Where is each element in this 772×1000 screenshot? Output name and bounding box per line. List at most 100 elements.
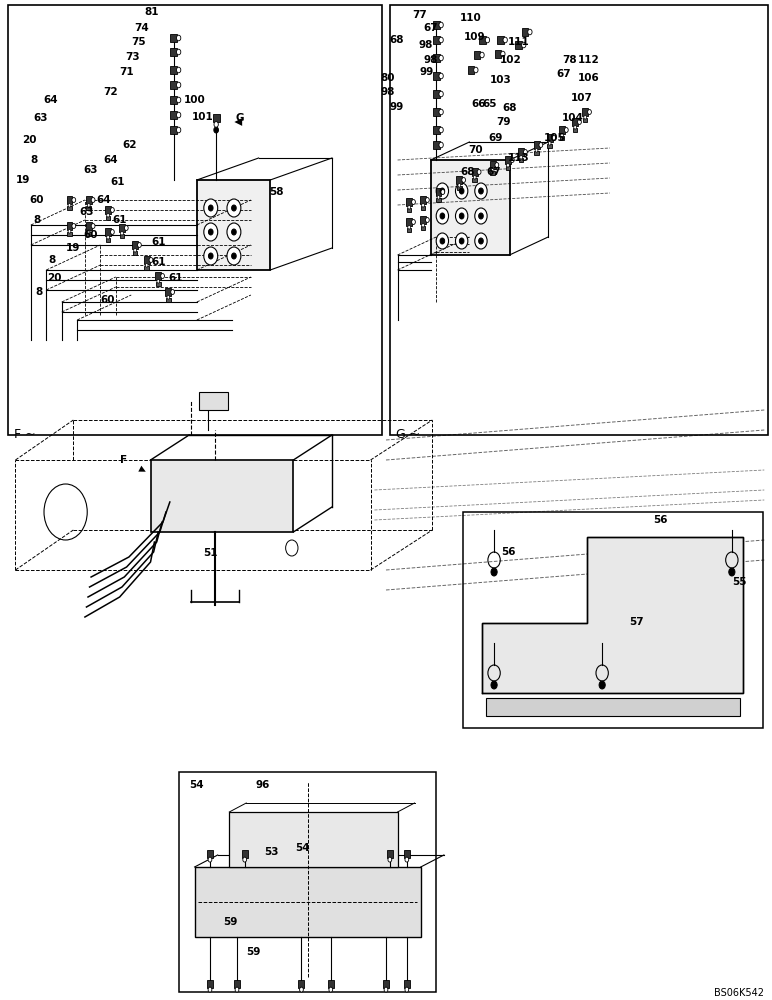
- Circle shape: [503, 37, 507, 43]
- Circle shape: [560, 133, 564, 137]
- Text: 107: 107: [571, 93, 593, 103]
- Circle shape: [506, 163, 510, 167]
- Bar: [518, 148, 524, 156]
- Circle shape: [411, 220, 415, 224]
- Circle shape: [107, 235, 110, 239]
- Text: 61: 61: [110, 177, 124, 187]
- Circle shape: [227, 247, 241, 265]
- Circle shape: [574, 125, 577, 129]
- Text: 105: 105: [543, 133, 565, 143]
- Bar: [406, 198, 412, 206]
- Circle shape: [167, 296, 170, 299]
- Circle shape: [584, 115, 587, 119]
- Circle shape: [120, 232, 124, 235]
- Circle shape: [577, 120, 581, 124]
- Circle shape: [177, 82, 181, 88]
- Bar: [106, 216, 110, 220]
- Bar: [207, 850, 213, 858]
- Circle shape: [480, 52, 484, 58]
- Circle shape: [539, 143, 543, 147]
- Bar: [144, 266, 149, 270]
- Circle shape: [439, 55, 443, 61]
- Bar: [433, 108, 439, 116]
- Circle shape: [124, 226, 128, 230]
- Text: 55: 55: [733, 577, 747, 587]
- Circle shape: [405, 857, 408, 862]
- Text: 80: 80: [381, 73, 394, 83]
- Circle shape: [107, 214, 110, 217]
- Circle shape: [149, 258, 153, 262]
- Circle shape: [459, 213, 464, 219]
- Circle shape: [87, 204, 90, 207]
- Bar: [522, 28, 528, 36]
- Circle shape: [440, 213, 445, 219]
- Bar: [404, 980, 410, 988]
- Text: 78: 78: [563, 55, 577, 65]
- Bar: [547, 144, 552, 148]
- Text: 8: 8: [49, 255, 56, 265]
- Bar: [171, 34, 177, 42]
- Circle shape: [491, 681, 497, 689]
- Circle shape: [177, 35, 181, 41]
- Bar: [516, 41, 522, 49]
- Circle shape: [522, 42, 526, 48]
- Text: 100: 100: [184, 95, 205, 105]
- Text: 65: 65: [482, 99, 496, 109]
- Text: 58: 58: [269, 187, 283, 197]
- Bar: [495, 50, 501, 58]
- Text: 54: 54: [190, 780, 204, 790]
- Circle shape: [473, 176, 476, 179]
- Text: 61: 61: [113, 215, 127, 225]
- Circle shape: [528, 29, 532, 35]
- Bar: [120, 234, 124, 238]
- Bar: [156, 282, 161, 286]
- Text: 101: 101: [191, 112, 213, 122]
- Circle shape: [455, 233, 468, 249]
- Circle shape: [510, 158, 514, 162]
- Bar: [119, 224, 125, 232]
- Circle shape: [208, 857, 212, 862]
- Circle shape: [388, 857, 391, 862]
- Text: 8: 8: [35, 287, 42, 297]
- Bar: [421, 226, 425, 230]
- Bar: [433, 54, 439, 62]
- Circle shape: [439, 127, 443, 133]
- Circle shape: [520, 155, 523, 159]
- Text: 71: 71: [120, 67, 134, 77]
- Bar: [474, 51, 480, 59]
- Circle shape: [411, 200, 415, 204]
- Circle shape: [177, 127, 181, 133]
- Circle shape: [437, 196, 440, 199]
- Bar: [144, 256, 150, 264]
- Circle shape: [243, 857, 246, 862]
- Text: 20: 20: [22, 135, 36, 145]
- Bar: [479, 36, 486, 44]
- Bar: [67, 206, 72, 210]
- Circle shape: [204, 223, 218, 241]
- Circle shape: [408, 206, 411, 209]
- Text: 51: 51: [203, 548, 217, 558]
- Bar: [171, 66, 177, 74]
- Circle shape: [422, 204, 425, 207]
- Bar: [468, 66, 474, 74]
- Text: 68: 68: [390, 35, 404, 45]
- Polygon shape: [482, 537, 743, 693]
- Bar: [431, 160, 510, 255]
- Circle shape: [548, 141, 551, 145]
- Circle shape: [441, 190, 445, 194]
- Bar: [387, 850, 393, 858]
- Circle shape: [440, 238, 445, 244]
- Bar: [582, 108, 588, 116]
- Text: 98: 98: [381, 87, 394, 97]
- Text: 72: 72: [103, 87, 117, 97]
- Circle shape: [177, 112, 181, 118]
- Text: 99: 99: [420, 67, 434, 77]
- Circle shape: [439, 22, 443, 28]
- Bar: [505, 156, 511, 164]
- Text: 104: 104: [562, 113, 584, 123]
- Circle shape: [68, 204, 71, 207]
- Text: 64: 64: [44, 95, 58, 105]
- Circle shape: [729, 568, 735, 576]
- Text: 98: 98: [419, 40, 433, 50]
- Text: 63: 63: [84, 165, 98, 175]
